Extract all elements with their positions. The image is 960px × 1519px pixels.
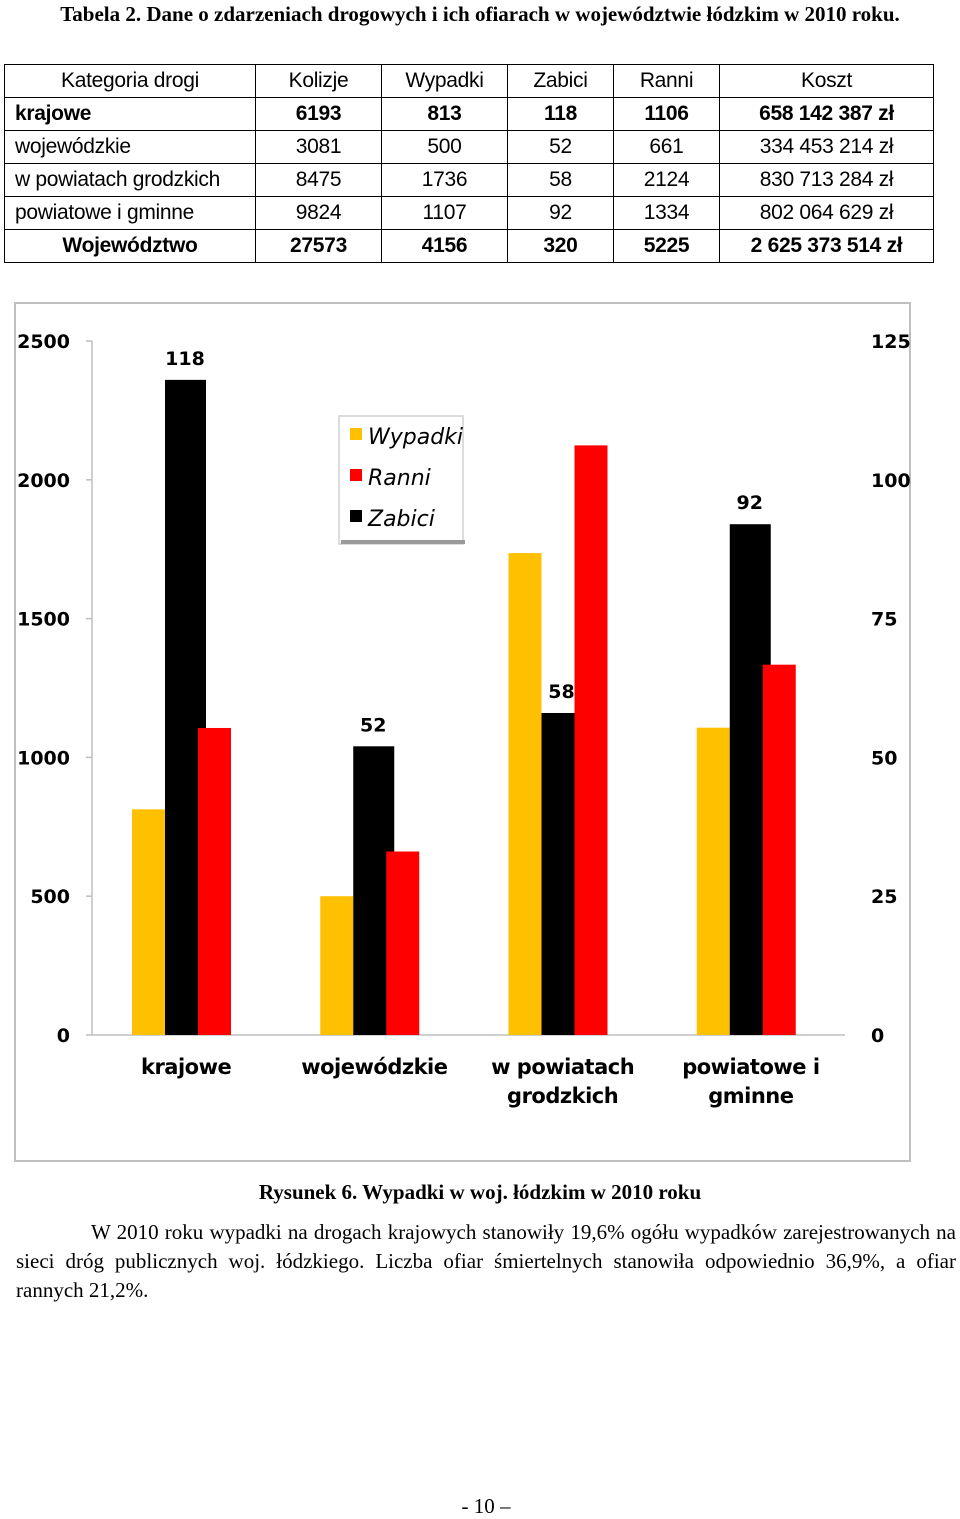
row-zabici: 92 <box>507 196 614 230</box>
row-zabici: 320 <box>507 229 614 263</box>
row-ranni: 2124 <box>613 163 720 197</box>
row-ranni: 5225 <box>613 229 720 263</box>
header-cell: Ranni <box>613 64 720 98</box>
row-category: wojewódzkie <box>4 130 256 164</box>
header-cell: Wypadki <box>381 64 508 98</box>
row-ranni: 661 <box>613 130 720 164</box>
row-kolizje: 6193 <box>255 97 382 131</box>
row-koszt: 830 713 284 zł <box>719 163 934 197</box>
row-kolizje: 8475 <box>255 163 382 197</box>
row-wypadki: 813 <box>381 97 508 131</box>
row-koszt: 334 453 214 zł <box>719 130 934 164</box>
row-koszt: 802 064 629 zł <box>719 196 934 230</box>
table-row: powiatowe i gminne 9824 1107 92 1334 802… <box>4 196 934 230</box>
row-ranni: 1334 <box>613 196 720 230</box>
row-koszt: 2 625 373 514 zł <box>719 229 934 263</box>
row-zabici: 58 <box>507 163 614 197</box>
row-category: w powiatach grodzkich <box>4 163 256 197</box>
row-category: krajowe <box>4 97 256 131</box>
header-cell: Koszt <box>719 64 934 98</box>
table-row: w powiatach grodzkich 8475 1736 58 2124 … <box>4 163 934 197</box>
row-wypadki: 1107 <box>381 196 508 230</box>
table-header-row: Kategoria drogi Kolizje Wypadki Zabici R… <box>4 64 934 98</box>
header-cell: Zabici <box>507 64 614 98</box>
table-row: krajowe 6193 813 118 1106 658 142 387 zł <box>4 97 934 131</box>
header-cell: Kategoria drogi <box>4 64 256 98</box>
chart-frame <box>14 302 911 1162</box>
table-total-row: Województwo 27573 4156 320 5225 2 625 37… <box>4 229 934 263</box>
data-table: Kategoria drogi Kolizje Wypadki Zabici R… <box>4 64 934 263</box>
table-row: wojewódzkie 3081 500 52 661 334 453 214 … <box>4 130 934 164</box>
figure-caption: Rysunek 6. Wypadki w woj. łódzkim w 2010… <box>258 1180 702 1204</box>
body-paragraph: W 2010 roku wypadki na drogach krajowych… <box>16 1220 956 1302</box>
row-wypadki: 500 <box>381 130 508 164</box>
row-wypadki: 4156 <box>381 229 508 263</box>
row-category: Województwo <box>4 229 256 263</box>
row-wypadki: 1736 <box>381 163 508 197</box>
row-kolizje: 9824 <box>255 196 382 230</box>
row-zabici: 118 <box>507 97 614 131</box>
row-koszt: 658 142 387 zł <box>719 97 934 131</box>
page-number: - 10 – <box>461 1494 511 1518</box>
row-category: powiatowe i gminne <box>4 196 256 230</box>
row-zabici: 52 <box>507 130 614 164</box>
table-caption: Tabela 2. Dane o zdarzeniach drogowych i… <box>60 2 900 26</box>
header-cell: Kolizje <box>255 64 382 98</box>
row-ranni: 1106 <box>613 97 720 131</box>
row-kolizje: 27573 <box>255 229 382 263</box>
row-kolizje: 3081 <box>255 130 382 164</box>
